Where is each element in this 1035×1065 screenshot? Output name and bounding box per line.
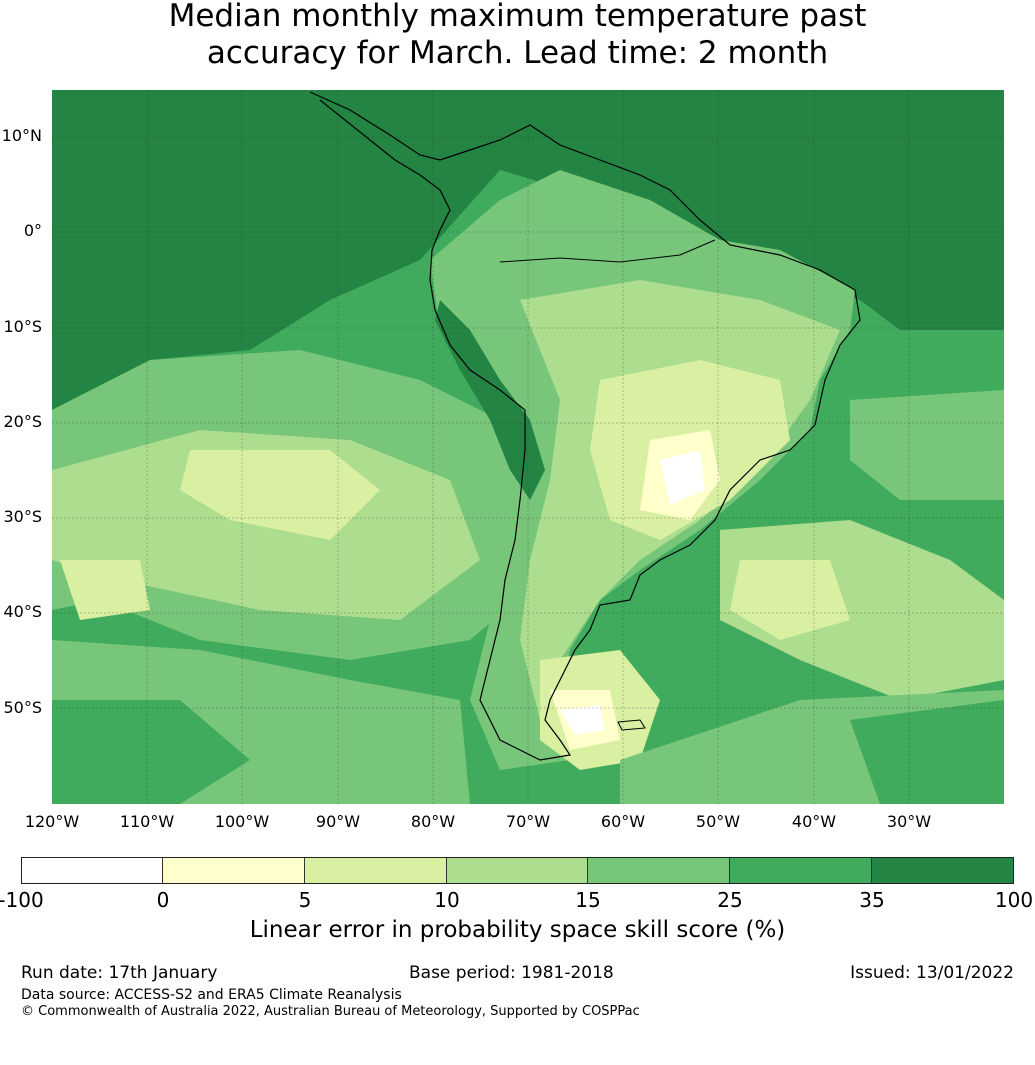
lon-label-40w: 40°W	[791, 812, 837, 831]
zone-south-pacific-dark	[52, 700, 250, 804]
lon-label-110w: 110°W	[119, 812, 175, 831]
coastline	[309, 91, 861, 761]
zone-pale-west	[180, 450, 380, 540]
title-line-2: accuracy for March. Lead time: 2 month	[206, 35, 829, 71]
colorbar-segment-5	[730, 857, 872, 884]
colorbar-segment-1	[163, 857, 305, 884]
issued-date: Issued: 13/01/2022	[850, 963, 1014, 983]
lat-label-10s: 10°S	[3, 317, 42, 336]
lon-label-80w: 80°W	[410, 812, 456, 831]
colorbar-segment-3	[447, 857, 588, 884]
base-period: Base period: 1981-2018	[409, 963, 614, 983]
zone-patagonia-white	[560, 705, 605, 735]
lon-label-60w: 60°W	[600, 812, 646, 831]
colorbar-tick: 10	[434, 888, 460, 912]
lon-label-50w: 50°W	[695, 812, 741, 831]
lon-label-90w: 90°W	[315, 812, 361, 831]
lat-label-0: 0°	[23, 221, 42, 240]
dark-band-north	[52, 90, 1004, 410]
lon-label-70w: 70°W	[505, 812, 551, 831]
zone-pale-west-2	[60, 560, 150, 620]
colorbar-segment-6	[872, 857, 1014, 884]
colorbar-tick: 25	[717, 888, 743, 912]
zone-atlantic-mid	[850, 390, 1004, 500]
colorbar-tick: 100	[994, 888, 1034, 912]
colorbar-segment-2	[305, 857, 447, 884]
lat-label-30s: 30°S	[3, 507, 42, 526]
colorbar-tick: 35	[859, 888, 885, 912]
lat-label-40s: 40°S	[3, 602, 42, 621]
lat-label-10n: 10°N	[1, 126, 42, 145]
amazon-river	[499, 239, 716, 263]
falkland-islands	[617, 719, 646, 731]
colorbar-tick: 15	[575, 888, 601, 912]
zone-atlantic-pale	[730, 560, 850, 640]
lat-label-50s: 50°S	[3, 698, 42, 717]
lat-label-20s: 20°S	[3, 412, 42, 431]
copyright: © Commonwealth of Australia 2022, Austra…	[21, 1004, 640, 1019]
zone-andes	[435, 300, 545, 500]
run-date: Run date: 17th January	[21, 963, 218, 983]
colorbar-segment-0	[21, 857, 163, 884]
colorbar	[21, 857, 1014, 884]
colorbar-segment-4	[588, 857, 730, 884]
zone-continent-white	[660, 450, 705, 505]
lon-label-30w: 30°W	[886, 812, 932, 831]
lon-label-100w: 100°W	[214, 812, 270, 831]
colorbar-frame	[21, 857, 1014, 884]
lon-label-120w: 120°W	[24, 812, 80, 831]
chart-title: Median monthly maximum temperature past …	[0, 0, 1035, 72]
colorbar-label: Linear error in probability space skill …	[249, 917, 786, 943]
title-line-1: Median monthly maximum temperature past	[168, 0, 867, 34]
colorbar-tick: -100	[0, 888, 44, 912]
colorbar-tick: 0	[156, 888, 170, 912]
graticule	[52, 90, 1004, 804]
colorbar-tick: 5	[298, 888, 312, 912]
zone-south-atlantic-dark	[850, 700, 1004, 804]
data-source: Data source: ACCESS-S2 and ERA5 Climate …	[21, 987, 402, 1003]
